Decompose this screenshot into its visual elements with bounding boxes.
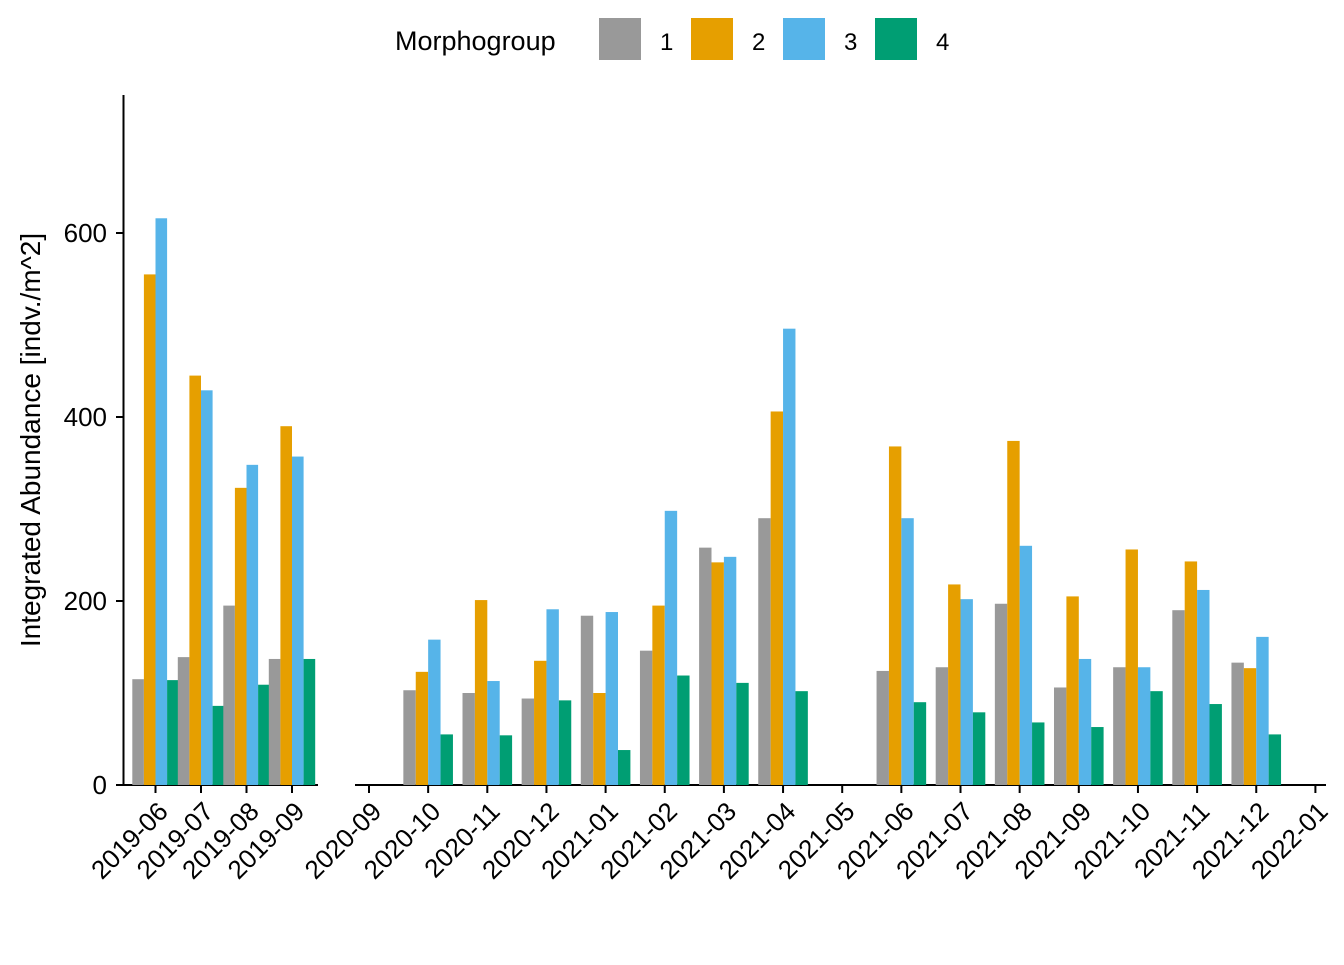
bar (280, 426, 292, 785)
bar (223, 605, 235, 785)
bar (177, 657, 190, 785)
bar (167, 680, 179, 785)
legend-label: 3 (844, 29, 857, 56)
legend-title: Morphogroup (395, 26, 556, 56)
bar (948, 584, 961, 785)
legend-label: 4 (936, 29, 949, 56)
bar (618, 750, 631, 785)
bar (499, 735, 513, 785)
bar (593, 693, 606, 785)
bar (901, 518, 914, 785)
bar (189, 375, 201, 785)
bar (546, 609, 559, 785)
legend-label: 1 (660, 29, 673, 56)
bar (1256, 636, 1269, 785)
bar (876, 670, 889, 785)
bar (521, 698, 535, 785)
bar (143, 274, 156, 785)
bar (913, 702, 927, 785)
bar (258, 684, 270, 785)
bar (639, 650, 653, 785)
bar (201, 390, 213, 785)
bar (474, 600, 488, 785)
bar (580, 615, 594, 785)
bar (155, 218, 168, 785)
bar (605, 612, 618, 785)
bar (1209, 704, 1222, 785)
bar (132, 679, 144, 785)
bar (1172, 610, 1185, 785)
bar (415, 671, 429, 785)
bar (303, 658, 316, 785)
bar (1150, 691, 1163, 785)
y-tick-label: 200 (64, 586, 107, 616)
legend-key (599, 18, 641, 60)
bar (960, 599, 973, 785)
bar (888, 446, 902, 785)
bar (972, 712, 986, 785)
bar (736, 682, 749, 785)
bar (534, 660, 547, 785)
bar (723, 556, 737, 785)
y-tick-label: 400 (64, 402, 107, 432)
bar (268, 658, 281, 785)
bar (994, 603, 1008, 785)
bar (795, 691, 808, 785)
bar (440, 734, 453, 785)
bar (1054, 687, 1067, 785)
legend-key (783, 18, 825, 60)
bar (1113, 667, 1126, 785)
y-axis-title: Integrated Abundance [indv./m^2] (15, 233, 46, 647)
bar (1007, 440, 1020, 785)
legend-key (875, 18, 917, 60)
bar (1032, 722, 1045, 785)
bar (652, 605, 665, 785)
bar (1019, 545, 1033, 785)
bar (1137, 667, 1151, 785)
bar (711, 562, 724, 785)
legend-label: 2 (752, 29, 765, 56)
y-tick-label: 600 (64, 218, 107, 248)
bar (246, 464, 259, 785)
bar (1231, 662, 1244, 785)
axes: Integrated Abundance [indv./m^2] 0 200 400… (15, 95, 1326, 800)
bars (132, 218, 1282, 785)
legend: Morphogroup 1 2 3 4 (395, 18, 949, 60)
bar (1091, 727, 1104, 785)
bar (758, 518, 771, 785)
bar (699, 547, 712, 785)
bar (783, 328, 796, 785)
bar (1197, 589, 1210, 785)
bar (462, 693, 475, 785)
x-axis-ticks: 2019-062019-072019-082019-092020-092020-… (85, 785, 1334, 885)
bar (664, 510, 678, 785)
bar (212, 705, 225, 785)
bar (935, 667, 949, 785)
bar (1125, 549, 1138, 785)
bar (770, 411, 784, 785)
bar (677, 675, 690, 785)
bar (1268, 734, 1282, 785)
bar (1184, 561, 1198, 785)
bar (1078, 658, 1092, 785)
bar (1243, 668, 1257, 785)
bar (558, 700, 572, 785)
legend-key (691, 18, 733, 60)
y-tick-label: 0 (93, 770, 107, 800)
bar (292, 456, 304, 785)
bar (428, 639, 441, 785)
bar (1066, 596, 1079, 785)
bar (487, 681, 500, 785)
bar (234, 487, 247, 785)
bar (403, 690, 416, 785)
